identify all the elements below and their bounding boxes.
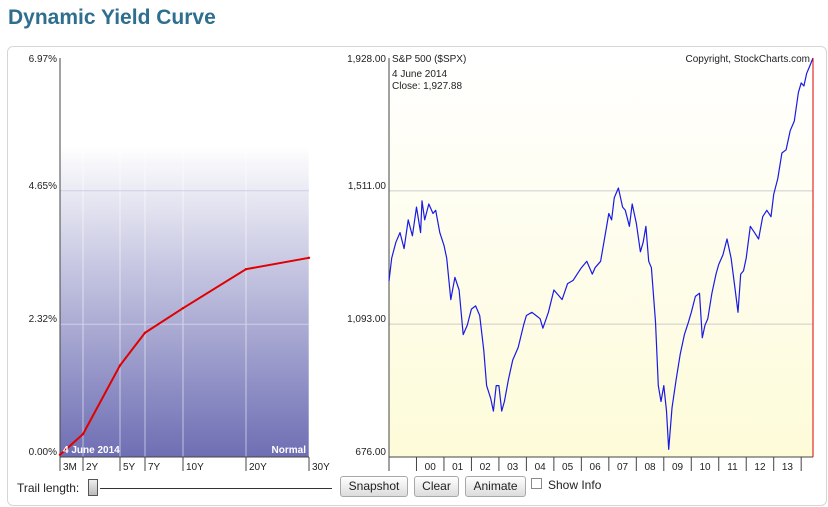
spx-chart: 676.00 1,093.00 1,511.00 1,928.00 00 01 02 03 04… (347, 54, 814, 473)
spx-x-tick-label: 03 (507, 462, 519, 473)
spx-copyright-label: Copyright, StockCharts.com (686, 54, 811, 65)
spx-x-tick-label: 05 (562, 462, 574, 473)
yield-point (81, 432, 85, 436)
snapshot-button[interactable]: Snapshot (340, 476, 408, 497)
yield-x-tick-label: 5Y (123, 462, 136, 473)
spx-x-tick-label: 08 (644, 462, 656, 473)
yield-point (118, 364, 122, 367)
animate-button[interactable]: Animate (465, 476, 526, 497)
yield-y-tick-label: 0.00% (29, 447, 57, 458)
spx-y-tick-label: 1,093.00 (347, 314, 386, 325)
spx-x-tick-label: 10 (699, 462, 711, 473)
trail-length-thumb[interactable] (88, 479, 98, 496)
yield-point (181, 306, 185, 310)
yield-x-tick-label: 10Y (186, 462, 204, 473)
spx-x-tick-label: 09 (672, 462, 684, 473)
spx-x-tick-label: 04 (535, 462, 547, 473)
yield-point (143, 331, 147, 334)
spx-x-tick-label: 00 (425, 462, 437, 473)
page-title: Dynamic Yield Curve (8, 6, 216, 29)
yield-point (58, 453, 62, 456)
yield-shape-label: Normal (272, 445, 307, 456)
show-info-checkbox[interactable] (531, 478, 542, 489)
yield-plot-area (60, 58, 309, 457)
yield-point (244, 268, 248, 271)
yield-point (307, 256, 311, 259)
spx-x-tick-label: 06 (590, 462, 602, 473)
yield-curve-chart: 0.00% 2.32% 4.65% 6.97% 3M 2Y 5Y 7Y 10Y 20Y 30Y 4 J… (29, 54, 330, 473)
spx-y-tick-label: 1,928.00 (347, 54, 386, 65)
yield-y-tick-label: 4.65% (29, 181, 57, 192)
yield-x-tick-label: 20Y (249, 462, 267, 473)
yield-x-tick-label: 3M (63, 462, 77, 473)
yield-x-tick-label: 7Y (148, 462, 161, 473)
yield-date-label: 4 June 2014 (63, 445, 120, 456)
yield-y-tick-label: 2.32% (29, 314, 57, 325)
spx-y-tick-label: 676.00 (355, 447, 386, 458)
show-info-label: Show Info (548, 478, 602, 492)
yield-y-tick-label: 6.97% (29, 54, 57, 65)
spx-x-tick-label: 11 (727, 462, 738, 473)
spx-close-label: Close: 1,927.88 (392, 81, 462, 92)
spx-x-tick-label: 01 (452, 462, 464, 473)
spx-date-label: 4 June 2014 (392, 69, 447, 80)
spx-x-tick-label: 02 (480, 462, 492, 473)
spx-x-tick-label: 07 (617, 462, 629, 473)
trail-length-label: Trail length: (17, 481, 80, 495)
spx-x-tick-label: 12 (754, 462, 766, 473)
spx-price-line (388, 57, 814, 450)
spx-y-tick-label: 1,511.00 (348, 181, 387, 192)
spx-x-tick-label: 13 (782, 462, 794, 473)
spx-title-label: S&P 500 ($SPX) (392, 54, 466, 65)
trail-length-track[interactable] (100, 488, 332, 489)
clear-button[interactable]: Clear (414, 476, 459, 497)
yield-x-tick-label: 30Y (312, 462, 330, 473)
yield-x-tick-label: 2Y (86, 462, 99, 473)
